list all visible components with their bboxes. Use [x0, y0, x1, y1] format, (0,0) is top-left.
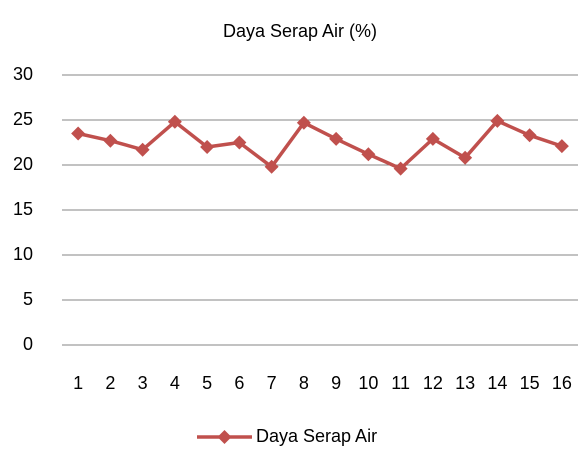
x-tick-label: 14 — [487, 373, 507, 393]
y-tick-label: 0 — [23, 334, 33, 354]
point-marker — [490, 113, 505, 128]
x-tick-label: 6 — [234, 373, 244, 393]
point-marker — [103, 133, 118, 148]
x-tick-label: 7 — [267, 373, 277, 393]
x-tick-label: 15 — [520, 373, 540, 393]
x-tick-label: 11 — [391, 373, 410, 393]
point-marker — [522, 128, 537, 143]
point-marker — [200, 140, 215, 154]
y-tick-label: 15 — [13, 199, 33, 219]
x-tick-label: 4 — [170, 373, 180, 393]
point-marker — [71, 126, 86, 141]
x-tick-label: 3 — [138, 373, 148, 393]
y-tick-label: 30 — [13, 64, 33, 84]
point-marker — [554, 139, 569, 154]
point-marker — [296, 115, 311, 130]
point-marker — [329, 131, 344, 146]
y-tick-label: 5 — [23, 289, 33, 309]
series-line — [77, 119, 563, 171]
x-tick-label: 16 — [552, 373, 572, 393]
point-marker — [135, 142, 150, 157]
point-marker — [264, 159, 279, 174]
legend-marker — [217, 430, 232, 444]
x-tick-label: 8 — [299, 373, 309, 393]
x-tick-label: 10 — [358, 373, 378, 393]
y-tick-label: 25 — [13, 109, 33, 129]
x-tick-label: 12 — [423, 373, 443, 393]
point-marker — [167, 114, 182, 129]
point-marker — [361, 147, 376, 162]
point-marker — [458, 150, 473, 165]
point-marker — [232, 135, 247, 150]
chart-title: Daya Serap Air (%) — [223, 21, 377, 41]
y-tick-label: 20 — [13, 154, 33, 174]
x-tick-label: 13 — [455, 373, 475, 393]
x-tick-label: 1 — [73, 373, 83, 393]
point-marker — [425, 131, 440, 146]
legend-label: Daya Serap Air — [256, 426, 377, 446]
x-tick-label: 9 — [331, 373, 341, 393]
x-tick-label: 5 — [202, 373, 212, 393]
x-tick-label: 2 — [105, 373, 115, 393]
y-tick-label: 10 — [13, 244, 33, 264]
point-marker — [393, 161, 408, 176]
